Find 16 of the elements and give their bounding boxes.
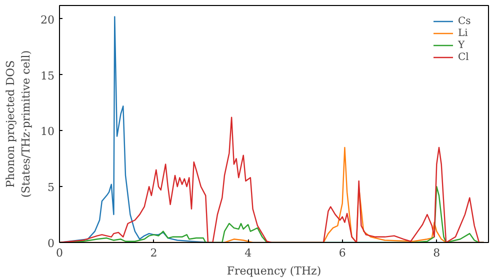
x-tick-label: 6 <box>338 246 346 260</box>
x-tick-label: 2 <box>150 246 158 260</box>
y-tick-label: 15 <box>40 69 55 82</box>
y-tick-label: 5 <box>48 181 54 194</box>
y-tick-label: 20 <box>40 13 55 26</box>
x-axis-title: Frequency (THz) <box>226 264 322 278</box>
legend-label: Li <box>458 27 469 39</box>
x-tick-label: 8 <box>433 246 440 260</box>
y-tick-label: 10 <box>40 125 55 138</box>
legend-label: Cs <box>458 15 472 27</box>
x-tick-label: 0 <box>56 246 63 260</box>
x-tick-label: 4 <box>244 246 252 260</box>
legend-label: Y <box>458 39 466 51</box>
y-axis-title: Phonon projected DOS (States/THz·primitive cell) <box>4 50 33 198</box>
y-tick-label: 0 <box>48 237 54 250</box>
legend-label: Cl <box>458 51 470 63</box>
